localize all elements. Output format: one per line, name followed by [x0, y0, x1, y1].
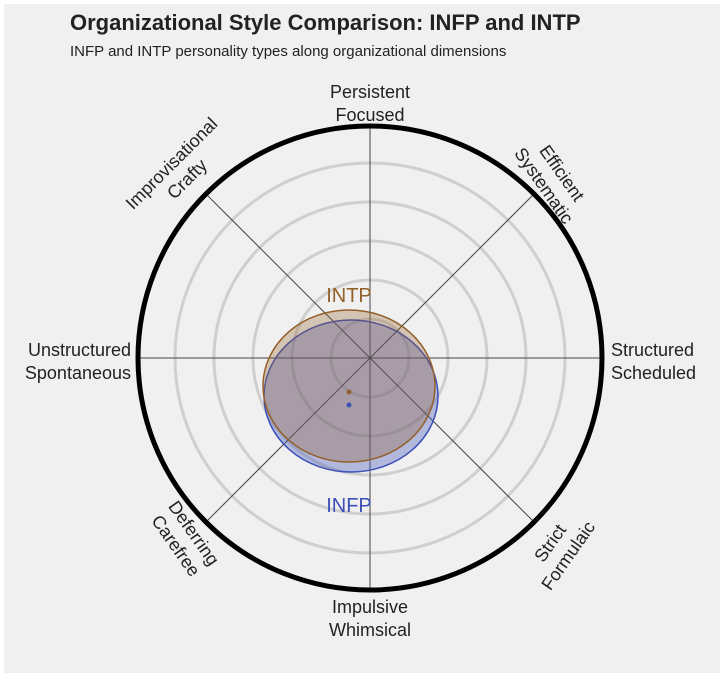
axis-label: Persistent: [330, 82, 410, 102]
axis-label: Scheduled: [611, 363, 696, 383]
intp-center: [346, 389, 352, 395]
axis-label: Spontaneous: [25, 363, 131, 383]
title: Organizational Style Comparison: INFP an…: [70, 10, 581, 35]
spoke: [205, 193, 535, 523]
axis-label: Whimsical: [329, 620, 411, 640]
axis-label: Impulsive: [332, 597, 408, 617]
axis-label: Focused: [335, 105, 404, 125]
spokes: [138, 126, 602, 590]
axis-label: Structured: [611, 340, 694, 360]
type-label: INTP: [326, 285, 372, 307]
axis-label: Unstructured: [28, 340, 131, 360]
subtitle: INFP and INTP personality types along or…: [70, 43, 506, 60]
intp-area: [262, 309, 436, 463]
infp-center: [346, 402, 352, 408]
outer-ring: [135, 123, 605, 593]
type-label: INFP: [326, 495, 372, 517]
